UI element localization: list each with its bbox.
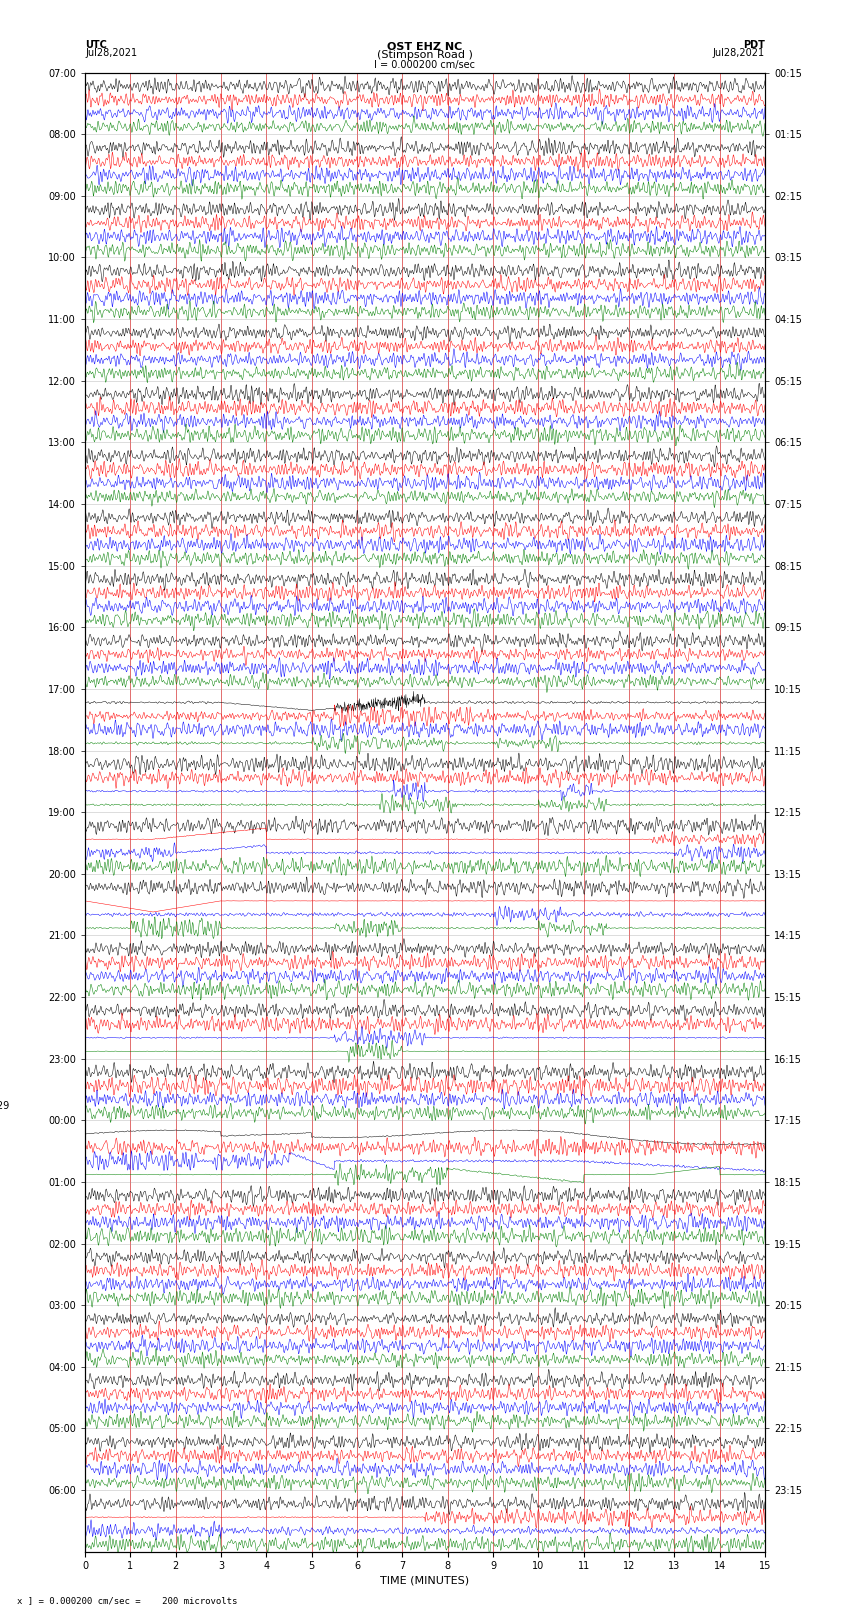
- Text: Jul28,2021: Jul28,2021: [85, 48, 137, 58]
- X-axis label: TIME (MINUTES): TIME (MINUTES): [381, 1576, 469, 1586]
- Text: OST EHZ NC: OST EHZ NC: [388, 42, 462, 52]
- Text: Jul28,2021: Jul28,2021: [713, 48, 765, 58]
- Text: x ] = 0.000200 cm/sec =    200 microvolts: x ] = 0.000200 cm/sec = 200 microvolts: [17, 1595, 237, 1605]
- Text: PDT: PDT: [743, 40, 765, 50]
- Text: UTC: UTC: [85, 40, 107, 50]
- Text: Jul29: Jul29: [0, 1102, 9, 1111]
- Text: (Stimpson Road ): (Stimpson Road ): [377, 50, 473, 60]
- Text: I = 0.000200 cm/sec: I = 0.000200 cm/sec: [375, 60, 475, 69]
